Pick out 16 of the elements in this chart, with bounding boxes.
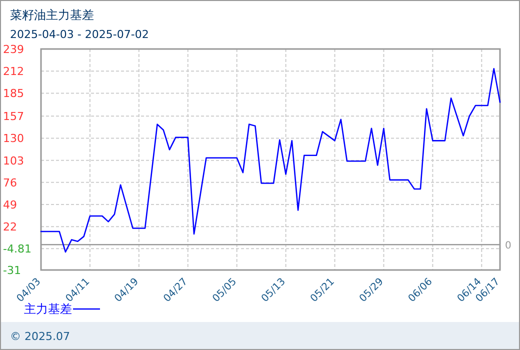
y-tick-label: 239 [3, 43, 24, 56]
y-tick-label: 212 [3, 65, 24, 78]
chart-title: 菜籽油主力基差 [10, 8, 94, 22]
y-tick-label: 22 [3, 220, 17, 234]
chart-subtitle: 2025-04-03 - 2025-07-02 [10, 28, 149, 41]
y-tick-label: 185 [3, 87, 24, 100]
y-tick-label: 49 [3, 198, 17, 212]
y-tick-label: 76 [3, 176, 17, 190]
ref-line-label: 0 [505, 240, 512, 252]
y-tick-label: 103 [3, 154, 24, 168]
y-tick-label: 157 [3, 110, 24, 124]
text: © 2025.07 [10, 330, 70, 343]
y-tick-label: -31 [3, 264, 21, 277]
y-tick-label: 130 [3, 132, 24, 146]
y-tick-label: -4.81 [3, 242, 32, 256]
legend-label: 主力基差 [24, 302, 72, 316]
